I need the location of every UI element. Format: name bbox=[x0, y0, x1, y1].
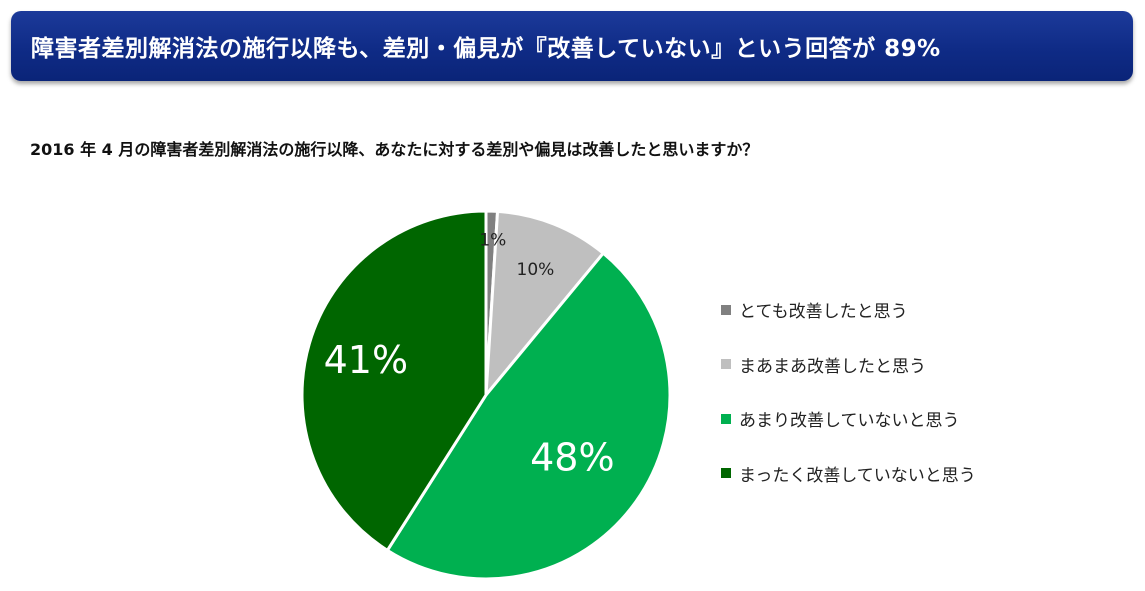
legend-label: とても改善したと思う bbox=[739, 302, 908, 322]
legend-label: あまり改善していないと思う bbox=[739, 411, 960, 431]
legend-swatch-icon bbox=[721, 413, 731, 424]
pie-slice-2 bbox=[484, 209, 605, 397]
pie-slice-label-3: 48% bbox=[530, 436, 614, 480]
legend-item-3: あまり改善していないと思う bbox=[721, 406, 976, 431]
legend-item-1: とても改善したと思う bbox=[721, 297, 976, 322]
pie-slices bbox=[300, 209, 672, 581]
legend-label: まあまあ改善したと思う bbox=[739, 356, 926, 377]
pie-slice-label-1: 1% bbox=[479, 231, 506, 251]
pie-labels: 1% 10% 48% 41% bbox=[324, 231, 615, 480]
page-title: 障害者差別解消法の施行以降も、差別・偏見が『改善していない』という回答が 89% bbox=[31, 36, 941, 62]
legend-item-4: まったく改善していないと思う bbox=[721, 461, 976, 486]
chart-legend: とても改善したと思う まあまあ改善したと思うあまり改善していないと思う まったく改善… bbox=[721, 297, 976, 515]
legend-swatch-icon bbox=[721, 468, 731, 478]
legend-swatch-icon bbox=[721, 359, 731, 369]
survey-question: 2016 年 4 月の障害者差別解消法の施行以降、あなたに対する差別や偏見は改善… bbox=[30, 140, 759, 159]
legend-label: まったく改善していないと思う bbox=[739, 465, 976, 486]
legend-swatch-icon bbox=[721, 304, 731, 315]
legend-item-2: まあまあ改善したと思う bbox=[721, 352, 976, 377]
pie-slice-4 bbox=[300, 209, 488, 552]
pie-slice-label-4: 41% bbox=[324, 338, 408, 382]
pie-slice-3 bbox=[385, 251, 672, 581]
header-banner: 障害者差別解消法の施行以降も、差別・偏見が『改善していない』という回答が 89% bbox=[11, 11, 1133, 81]
pie-slice-label-2: 10% bbox=[517, 260, 555, 280]
